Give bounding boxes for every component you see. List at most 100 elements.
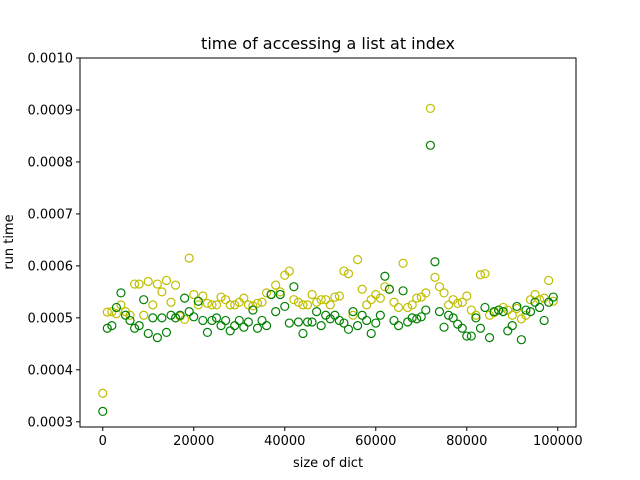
data-point xyxy=(221,315,231,326)
data-point xyxy=(389,315,399,326)
data-point xyxy=(120,310,131,320)
data-point xyxy=(348,310,358,320)
data-point xyxy=(475,323,486,333)
data-point xyxy=(102,307,112,317)
data-point xyxy=(489,307,499,317)
data-point xyxy=(544,297,554,307)
data-point xyxy=(462,331,472,341)
data-point xyxy=(152,279,162,289)
data-point xyxy=(334,291,344,301)
data-point xyxy=(284,318,294,328)
data-point xyxy=(403,302,413,313)
data-point xyxy=(348,307,358,317)
x-tick-label: 60000 xyxy=(355,434,396,449)
data-point xyxy=(198,315,208,326)
data-point xyxy=(548,292,558,302)
data-point xyxy=(434,307,445,317)
data-point xyxy=(116,300,126,310)
data-point xyxy=(248,305,258,315)
data-point xyxy=(544,275,554,286)
data-points xyxy=(98,103,558,417)
data-point xyxy=(339,266,349,276)
data-point xyxy=(202,327,213,338)
data-point xyxy=(143,276,153,287)
data-point xyxy=(134,321,144,331)
data-point xyxy=(207,315,217,326)
data-point xyxy=(494,305,504,315)
data-point xyxy=(275,289,285,300)
data-point xyxy=(539,315,549,326)
data-point xyxy=(102,323,112,333)
data-point xyxy=(521,305,531,315)
data-point xyxy=(321,295,331,305)
data-point xyxy=(271,307,281,317)
data-point xyxy=(334,315,344,326)
data-point xyxy=(425,140,435,150)
data-point xyxy=(261,321,272,331)
data-point xyxy=(393,302,404,313)
data-point xyxy=(316,321,326,331)
data-point xyxy=(161,275,172,286)
data-point xyxy=(534,302,545,313)
data-point xyxy=(516,335,526,345)
data-point xyxy=(407,300,417,310)
data-point xyxy=(343,324,354,334)
data-point xyxy=(466,331,476,341)
data-point xyxy=(116,288,126,298)
data-point xyxy=(371,318,381,328)
y-axis: 0.0003 0.0004 0.0005 0.0006 0.0007 0.0008 0.00… xyxy=(28,52,80,430)
data-point xyxy=(380,282,390,292)
data-point xyxy=(211,300,222,310)
data-point xyxy=(148,313,158,323)
data-point xyxy=(380,271,390,281)
data-point xyxy=(498,307,508,317)
y-tick-label: 0.0009 xyxy=(28,103,74,118)
data-point xyxy=(157,287,167,297)
data-point xyxy=(198,291,208,301)
data-point xyxy=(339,318,349,328)
data-point xyxy=(225,300,235,310)
data-point xyxy=(98,406,108,417)
y-tick-label: 0.0003 xyxy=(28,415,74,430)
data-point xyxy=(130,323,140,333)
data-point xyxy=(375,293,385,303)
data-point xyxy=(507,310,517,320)
data-point xyxy=(530,297,540,307)
y-tick-label: 0.0008 xyxy=(28,155,74,170)
data-point xyxy=(480,269,490,279)
data-point xyxy=(352,255,363,265)
data-point xyxy=(307,317,317,327)
data-point xyxy=(412,293,422,303)
data-point xyxy=(393,321,404,331)
x-tick-label: 20000 xyxy=(173,434,214,449)
data-point xyxy=(471,313,481,323)
data-point xyxy=(366,295,376,305)
data-point xyxy=(425,103,435,114)
data-point xyxy=(362,300,372,310)
data-point xyxy=(430,272,440,282)
data-point xyxy=(175,310,185,320)
data-point xyxy=(293,317,304,327)
data-point xyxy=(462,291,472,301)
data-point xyxy=(525,307,536,317)
data-point xyxy=(161,327,172,338)
x-tick-label: 100000 xyxy=(533,434,583,449)
data-point xyxy=(439,322,449,332)
data-point xyxy=(325,300,335,310)
data-point xyxy=(170,280,181,290)
x-tick-label: 40000 xyxy=(264,434,305,449)
data-point xyxy=(166,297,176,307)
data-point xyxy=(384,284,395,294)
data-point xyxy=(211,313,222,323)
data-point xyxy=(398,286,408,296)
data-point xyxy=(307,289,317,300)
data-point xyxy=(216,321,226,331)
data-point xyxy=(280,301,290,312)
data-point xyxy=(503,326,513,336)
data-point xyxy=(125,315,135,326)
data-point xyxy=(475,270,486,280)
y-tick-label: 0.0006 xyxy=(28,259,74,274)
data-point xyxy=(252,298,263,308)
data-point xyxy=(134,279,144,289)
data-point xyxy=(193,296,203,306)
